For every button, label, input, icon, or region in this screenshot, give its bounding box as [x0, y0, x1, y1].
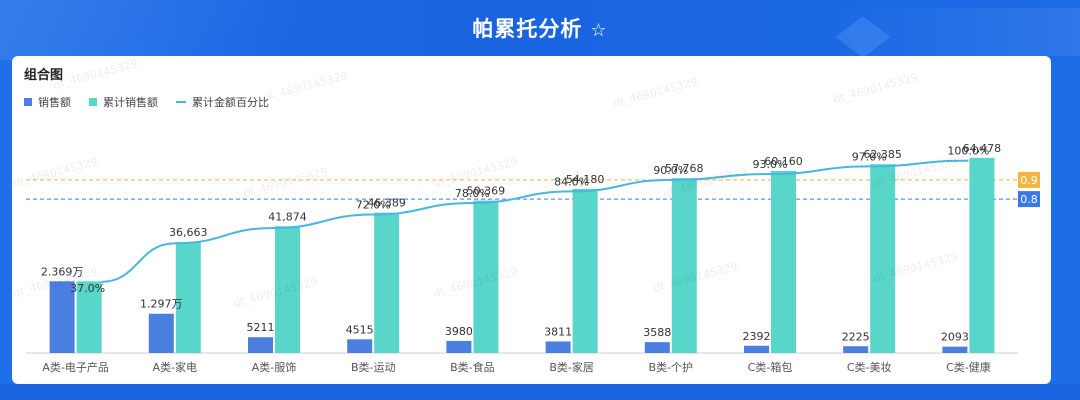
legend-label: 累计销售额 [103, 96, 158, 109]
bar-cumulative-label: 54,180 [566, 173, 605, 186]
bar-cumulative [969, 157, 995, 353]
bar-sales [942, 346, 968, 353]
x-tick-label: B类-个护 [649, 360, 694, 374]
bar-cumulative-label: 62,385 [863, 148, 902, 161]
bar-sales-label: 2392 [743, 330, 771, 343]
bar-cumulative [572, 189, 598, 353]
page-header: 帕累托分析 ☆ [0, 0, 1080, 56]
bar-sales [148, 313, 174, 353]
legend-item-0[interactable]: 销售额 [24, 94, 71, 110]
page-title: 帕累托分析 ☆ [0, 13, 1080, 43]
line-point-label: 78.0% [455, 187, 490, 200]
bar-sales-label: 3980 [445, 325, 473, 338]
bar-sales-label: 2093 [941, 331, 969, 344]
legend-label: 累计金额百分比 [192, 96, 269, 109]
bar-sales-label: 4515 [346, 323, 374, 336]
bar-cumulative-label: 50,369 [467, 185, 506, 198]
line-point-label: 93.0% [753, 158, 788, 171]
bar-sales [446, 340, 472, 353]
bar-cumulative-label: 46,389 [367, 197, 406, 210]
line-point-label: 84.0% [554, 175, 589, 188]
line-point-label: 100.0% [947, 145, 989, 158]
x-tick-label: B类-食品 [450, 360, 495, 374]
bar-cumulative-label: 64,478 [963, 142, 1002, 155]
bar-cumulative-label: 36,663 [169, 226, 208, 239]
star-outline-icon[interactable]: ☆ [590, 20, 608, 41]
legend-swatch [176, 101, 186, 103]
bar-sales-label: 3588 [643, 326, 671, 339]
reference-line-tag [1018, 191, 1040, 208]
legend-item-1[interactable]: 累计销售额 [89, 94, 158, 110]
line-point-label: 90.0% [653, 164, 688, 177]
cumulative-percent-line [101, 159, 969, 283]
x-tick-label: C类-箱包 [748, 360, 793, 374]
legend-label: 销售额 [38, 96, 71, 109]
line-point-label: 97.0% [852, 150, 887, 163]
bar-cumulative [771, 170, 796, 353]
bottom-bar [0, 384, 1080, 400]
bar-cumulative-label: 60,160 [764, 155, 803, 168]
legend-swatch [24, 98, 32, 106]
x-tick-label: A类-家电 [153, 360, 198, 374]
bar-cumulative-label: 41,874 [268, 210, 307, 223]
bar-sales-label: 2.369万 [41, 265, 84, 278]
reference-line-label: 0.8 [1020, 193, 1038, 206]
bar-sales [248, 337, 273, 353]
bar-sales [347, 339, 373, 353]
chart-card: 组合图 销售额 累计销售额 累计金额百分比 0.9 0.8 2.369万 A类-电子产品 1… [12, 56, 1051, 384]
line-point-label: 72.0% [356, 198, 391, 211]
bar-sales-label: 2225 [842, 330, 870, 343]
bar-sales [545, 341, 571, 353]
bar-sales [843, 346, 869, 353]
x-tick-label: B类-家居 [549, 360, 594, 374]
bar-cumulative [374, 212, 400, 353]
x-tick-label: C类-美妆 [847, 360, 892, 374]
x-tick-label: B类-运动 [351, 360, 396, 374]
combo-chart: 0.9 0.8 2.369万 A类-电子产品 1.297万 36,663 A类-家电 5211… [26, 142, 1040, 374]
bar-cumulative [76, 281, 102, 353]
reference-line-label: 0.9 [1020, 174, 1038, 187]
bar-cumulative-label: 57,768 [665, 162, 704, 175]
bar-sales [644, 342, 670, 353]
bar-sales [49, 281, 75, 353]
bar-cumulative [175, 242, 201, 353]
bar-sales-label: 3811 [544, 325, 572, 338]
chart-legend: 销售额 累计销售额 累计金额百分比 [24, 94, 269, 110]
x-tick-label: A类-服饰 [252, 360, 297, 374]
x-tick-label: C类-健康 [946, 360, 991, 374]
x-tick-label: A类-电子产品 [42, 360, 109, 374]
bar-sales-label: 5211 [247, 321, 275, 334]
bar-cumulative [671, 178, 697, 353]
legend-item-2[interactable]: 累计金额百分比 [176, 94, 269, 110]
legend-swatch [89, 98, 97, 106]
bar-sales [744, 345, 769, 353]
reference-line-tag [1018, 171, 1040, 188]
line-point-label: 37.0% [70, 282, 105, 295]
bar-cumulative [275, 226, 300, 353]
page-title-text: 帕累托分析 [472, 17, 583, 41]
bar-cumulative [870, 164, 896, 353]
header-decoration [0, 0, 420, 60]
chart-title: 组合图 [24, 68, 64, 83]
bar-cumulative [473, 200, 499, 353]
bar-sales-label: 1.297万 [140, 298, 183, 311]
